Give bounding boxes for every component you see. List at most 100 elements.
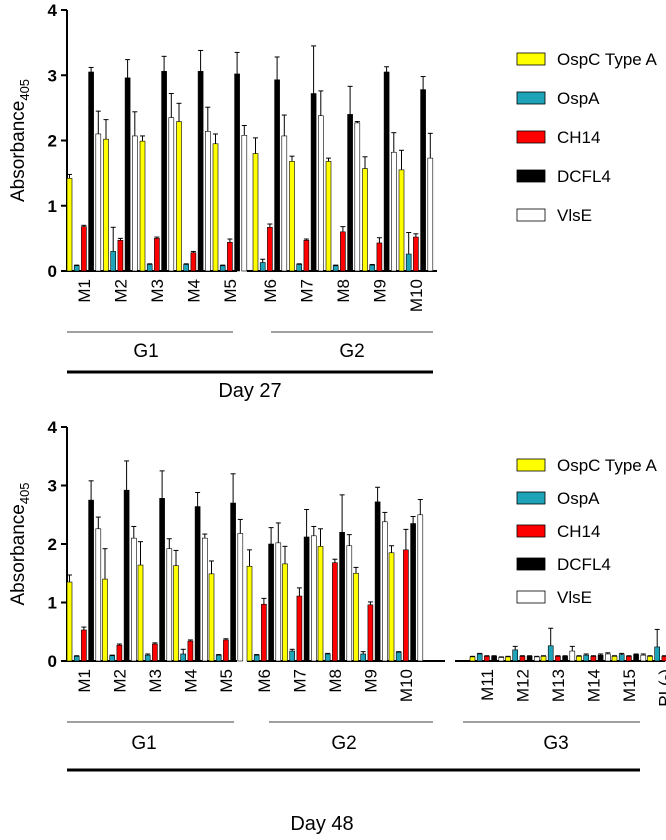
bar-g1-m4-s4 — [197, 71, 204, 272]
bar-g3-m15-s3 — [626, 656, 632, 662]
bar-g1-m4-s5 — [205, 131, 211, 272]
bar-g2-m9-s5 — [390, 151, 397, 272]
bar-g2-m6-s4 — [268, 543, 274, 662]
bar-g1-m3-s1 — [139, 140, 146, 272]
bar-g1-m2-s5 — [132, 135, 138, 272]
y-tick-label: 2 — [48, 535, 57, 554]
bar-g1-m1-s4 — [88, 71, 94, 272]
bar-g2-m10-s5 — [417, 514, 424, 662]
y-axis-label: Absorbance405 — [8, 79, 32, 202]
y-tick-label: 0 — [48, 652, 57, 671]
legend-label: VlsE — [557, 588, 592, 607]
bar-g3-pi-s2 — [654, 646, 661, 662]
bar-g2-m10-s4 — [420, 89, 426, 272]
x-tick-label: M14 — [584, 669, 603, 702]
x-tick-label: M2 — [111, 279, 130, 303]
bar-g1-m2-s2 — [110, 251, 116, 272]
legend-swatch — [516, 208, 546, 222]
bar-g1-m4-s5 — [202, 537, 208, 662]
bar-g1-m3-s5 — [166, 548, 173, 662]
x-tick-label: M5 — [217, 669, 236, 693]
bar-g3-m14-s4 — [597, 654, 604, 662]
legend-label: CH14 — [557, 128, 600, 147]
bar-g2-m7-s2 — [296, 264, 303, 272]
x-tick-label: M12 — [513, 669, 532, 702]
bar-g3-m12-s5 — [533, 656, 540, 662]
bar-g1-m2-s1 — [103, 138, 109, 272]
bar-g2-m7-s5 — [310, 535, 317, 662]
bar-g2-m8-s2 — [324, 653, 331, 662]
bar-g2-m9-s2 — [360, 653, 367, 662]
bar-g1-m2-s4 — [123, 489, 130, 662]
bar-g2-m6-s1 — [246, 565, 253, 662]
bar-g1-m4-s1 — [176, 121, 182, 272]
bar-g3-m14-s2 — [583, 654, 590, 662]
bar-g2-m8-s4 — [347, 114, 353, 272]
bar-g2-m7-s3 — [296, 595, 303, 662]
y-tick-label: 0 — [48, 262, 57, 281]
bar-g2-m7-s2 — [289, 650, 296, 662]
bar-g2-m10-s2 — [405, 253, 412, 272]
legend-label: DCFL4 — [557, 555, 611, 574]
legend-label: DCFL4 — [557, 167, 611, 186]
bar-g2-m9-s1 — [353, 572, 359, 662]
legend-swatch — [516, 169, 546, 183]
bar-g3-m11-s1 — [469, 656, 476, 662]
bar-g1-m2-s2 — [109, 655, 115, 662]
bar-g2-m8-s1 — [317, 546, 324, 662]
legend-label: CH14 — [557, 522, 600, 541]
bar-g2-m10-s1 — [388, 552, 395, 662]
x-tick-label: M1 — [75, 279, 94, 303]
group-label: G2 — [339, 341, 364, 362]
bar-g3-m14-s5 — [604, 653, 611, 662]
bar-g2-m9-s3 — [367, 604, 374, 662]
bar-g1-m1-s2 — [73, 265, 80, 272]
bar-g2-m8-s5 — [346, 545, 353, 662]
bar-g1-m2-s3 — [117, 240, 124, 272]
bar-g1-m3-s3 — [154, 238, 160, 272]
bar-g2-m7-s1 — [282, 563, 288, 662]
legend-label: OspA — [557, 89, 600, 108]
bar-g2-m6-s2 — [253, 654, 260, 662]
bar-g2-m6-s2 — [259, 262, 266, 272]
bar-g1-m3-s1 — [137, 564, 144, 662]
bar-g1-m1-s5 — [95, 528, 102, 662]
day-label: Day 48 — [290, 813, 353, 835]
y-tick-label: 1 — [48, 594, 57, 613]
y-tick-label: 3 — [48, 477, 57, 496]
bar-g1-m1-s4 — [88, 499, 94, 662]
day-label: Day 27 — [218, 380, 281, 402]
legend-label: OspC Type A — [557, 456, 658, 475]
bar-g1-m1-s1 — [66, 178, 73, 272]
bar-g2-m10-s3 — [413, 236, 419, 272]
bar-g1-m5-s2 — [219, 265, 226, 272]
bar-g1-m1-s3 — [81, 629, 87, 662]
bar-g1-m5-s3 — [227, 241, 233, 272]
bar-g2-m6-s4 — [274, 79, 280, 272]
bar-g2-m7-s1 — [289, 161, 295, 272]
bar-g1-m4-s3 — [190, 252, 197, 272]
bar-g1-m5-s3 — [223, 639, 229, 662]
legend-swatch — [516, 491, 546, 505]
group-label: G3 — [543, 733, 568, 754]
y-axis-label-sub: 405 — [17, 482, 32, 504]
bar-g3-m12-s4 — [526, 656, 533, 662]
bar-g2-m9-s5 — [381, 521, 388, 662]
bar-g1-m2-s3 — [116, 644, 123, 662]
bar-g3-m13-s5 — [569, 650, 576, 662]
bar-g2-m6-s1 — [252, 153, 259, 272]
bar-g1-m3-s5 — [168, 117, 175, 272]
bar-g1-m3-s2 — [146, 264, 153, 272]
bar-g1-m4-s2 — [183, 264, 189, 272]
bar-g2-m7-s4 — [310, 93, 317, 272]
bar-g1-m1-s5 — [95, 133, 102, 272]
x-tick-label: M7 — [297, 279, 316, 303]
bar-g1-m3-s4 — [161, 71, 167, 272]
bar-g3-m13-s1 — [540, 656, 547, 662]
x-tick-label: M9 — [361, 669, 380, 693]
bar-g1-m5-s1 — [208, 573, 215, 662]
x-tick-label: M15 — [620, 669, 639, 702]
bar-g2-m8-s2 — [332, 265, 339, 272]
x-tick-label: M10 — [397, 669, 416, 702]
bar-g3-m14-s3 — [590, 656, 597, 662]
